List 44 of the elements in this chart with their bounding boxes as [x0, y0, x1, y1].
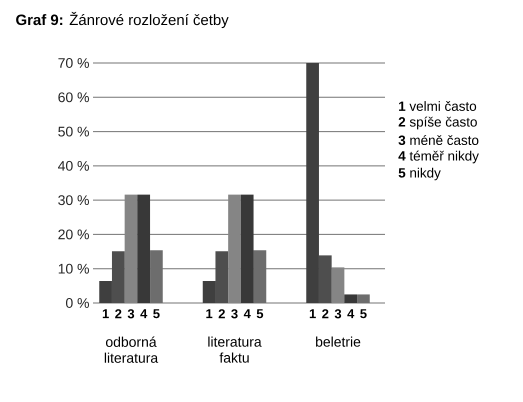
chart-title: Graf 9: Žánrové rozložení četby	[16, 12, 229, 28]
bar	[306, 63, 319, 303]
x-tick-label: literatura faktu	[208, 336, 262, 363]
bar	[215, 251, 228, 303]
text: 4 téměř nikdy	[398, 150, 479, 164]
y-tick-label: 60 %	[58, 92, 89, 102]
annotation: 3	[334, 309, 342, 318]
x-tick-label: odborná literatura	[104, 336, 158, 363]
bar	[112, 251, 125, 303]
bar	[240, 194, 254, 303]
annotation: 5	[256, 309, 264, 318]
annotation: 4	[347, 309, 354, 318]
annotation: 1	[102, 309, 109, 318]
bar	[202, 281, 216, 303]
text: 3 méně často	[398, 134, 478, 146]
annotation: 5	[360, 309, 367, 318]
y-tick-label: 50 %	[58, 126, 89, 137]
annotation: 5	[153, 309, 160, 318]
y-tick-label: 70 %	[58, 58, 89, 68]
bar	[344, 294, 358, 303]
bar	[318, 255, 332, 303]
bar	[137, 194, 150, 303]
y-tick-label: 40 %	[58, 160, 89, 171]
bar	[99, 281, 112, 303]
y-tick-label: 30 %	[58, 195, 89, 206]
annotation: 1	[310, 309, 316, 318]
x-tick-label: beletrie	[316, 336, 360, 347]
annotation: 3	[231, 309, 238, 318]
annotation: 4	[244, 309, 251, 318]
text: 1 velmi často	[399, 101, 476, 111]
bar	[332, 267, 344, 303]
annotation: 4	[140, 309, 148, 318]
bar	[124, 194, 138, 303]
annotation: 2	[218, 309, 225, 318]
annotation: 2	[115, 309, 122, 318]
annotation: 1	[206, 309, 212, 318]
y-tick-label: 10 %	[58, 264, 89, 274]
y-tick-label: 0 %	[66, 298, 89, 308]
y-tick-label: 20 %	[58, 229, 89, 240]
text: 2 spíše často	[398, 116, 477, 130]
annotation: 3	[128, 309, 134, 318]
annotation: 2	[322, 309, 328, 318]
bar	[228, 194, 241, 303]
text: 5 nikdy	[398, 168, 441, 180]
